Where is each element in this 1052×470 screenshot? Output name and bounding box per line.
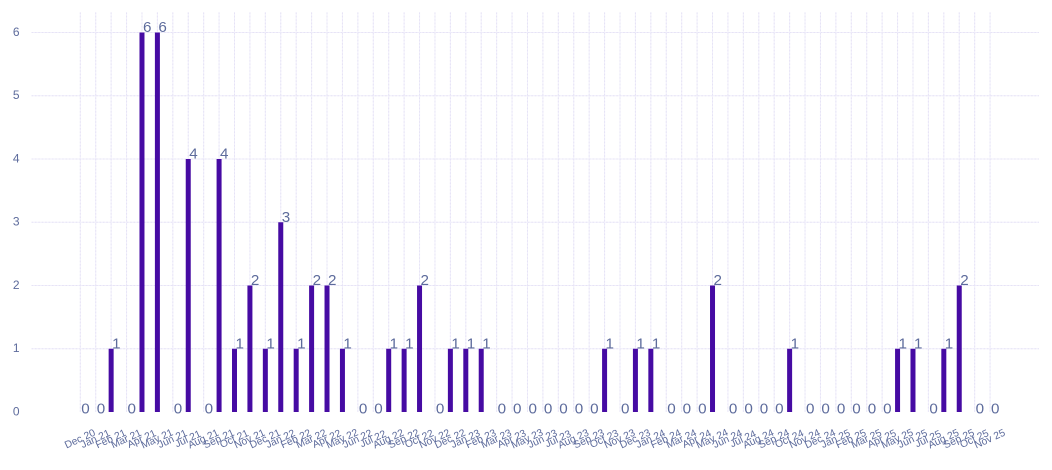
svg-text:1: 1 [451, 335, 459, 352]
svg-text:1: 1 [899, 335, 907, 352]
svg-text:0: 0 [81, 400, 89, 417]
svg-text:0: 0 [868, 400, 876, 417]
svg-text:0: 0 [174, 400, 182, 417]
svg-text:2: 2 [328, 272, 336, 289]
svg-text:1: 1 [343, 335, 351, 352]
svg-text:0: 0 [883, 400, 891, 417]
svg-text:2: 2 [960, 272, 968, 289]
svg-text:6: 6 [158, 19, 166, 36]
svg-text:4: 4 [13, 151, 20, 165]
svg-text:1: 1 [914, 335, 922, 352]
svg-text:6: 6 [13, 25, 20, 39]
svg-text:0: 0 [528, 400, 536, 417]
svg-text:1: 1 [606, 335, 614, 352]
svg-text:0: 0 [97, 400, 105, 417]
svg-text:1: 1 [266, 335, 274, 352]
svg-text:0: 0 [976, 400, 984, 417]
svg-text:0: 0 [991, 400, 999, 417]
svg-text:0: 0 [698, 400, 706, 417]
svg-text:2: 2 [713, 272, 721, 289]
svg-text:4: 4 [189, 146, 197, 163]
svg-text:4: 4 [220, 146, 228, 163]
svg-text:0: 0 [775, 400, 783, 417]
svg-text:1: 1 [235, 335, 243, 352]
svg-text:0: 0 [544, 400, 552, 417]
svg-text:0: 0 [13, 404, 20, 418]
svg-text:0: 0 [498, 400, 506, 417]
svg-text:1: 1 [636, 335, 644, 352]
svg-text:1: 1 [13, 341, 20, 355]
svg-text:5: 5 [13, 88, 20, 102]
svg-text:3: 3 [282, 209, 290, 226]
svg-text:0: 0 [590, 400, 598, 417]
svg-text:2: 2 [13, 278, 20, 292]
svg-text:2: 2 [251, 272, 259, 289]
svg-text:0: 0 [837, 400, 845, 417]
svg-text:0: 0 [806, 400, 814, 417]
svg-text:0: 0 [205, 400, 213, 417]
svg-text:0: 0 [729, 400, 737, 417]
svg-text:0: 0 [128, 400, 136, 417]
svg-text:1: 1 [791, 335, 799, 352]
svg-text:0: 0 [359, 400, 367, 417]
svg-text:2: 2 [421, 272, 429, 289]
svg-text:1: 1 [112, 335, 120, 352]
svg-text:0: 0 [760, 400, 768, 417]
svg-text:1: 1 [467, 335, 475, 352]
svg-text:0: 0 [667, 400, 675, 417]
svg-text:0: 0 [513, 400, 521, 417]
svg-text:1: 1 [405, 335, 413, 352]
svg-text:0: 0 [852, 400, 860, 417]
svg-text:0: 0 [929, 400, 937, 417]
svg-text:6: 6 [143, 19, 151, 36]
svg-text:0: 0 [683, 400, 691, 417]
svg-text:1: 1 [297, 335, 305, 352]
svg-text:2: 2 [313, 272, 321, 289]
svg-text:1: 1 [390, 335, 398, 352]
svg-text:0: 0 [744, 400, 752, 417]
svg-text:0: 0 [559, 400, 567, 417]
svg-text:0: 0 [374, 400, 382, 417]
svg-text:0: 0 [436, 400, 444, 417]
svg-text:0: 0 [621, 400, 629, 417]
svg-text:1: 1 [482, 335, 490, 352]
svg-text:1: 1 [945, 335, 953, 352]
svg-text:0: 0 [821, 400, 829, 417]
svg-text:0: 0 [575, 400, 583, 417]
svg-text:3: 3 [13, 215, 20, 229]
svg-text:1: 1 [652, 335, 660, 352]
